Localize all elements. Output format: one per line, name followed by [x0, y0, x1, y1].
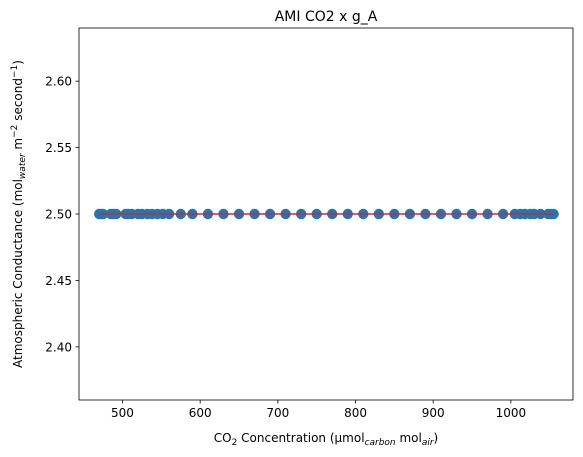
y-axis-label: Atmospheric Conductance (molwater m−2 se…: [10, 60, 28, 368]
x-tick-label: 900: [422, 406, 445, 420]
x-tick-label: 700: [266, 406, 289, 420]
x-axis: 500 600 700 800 900 1000: [111, 400, 526, 420]
x-tick-label: 500: [111, 406, 134, 420]
y-tick-label: 2.60: [45, 75, 72, 89]
y-tick-label: 2.40: [45, 340, 72, 354]
y-tick-label: 2.45: [45, 274, 72, 288]
chart-title: AMI CO2 x g_A: [275, 9, 378, 25]
y-axis: 2.40 2.45 2.50 2.55 2.60: [45, 75, 79, 354]
x-axis-label: CO2 Concentration (µmolcarbon molair): [214, 431, 438, 448]
x-tick-label: 600: [189, 406, 212, 420]
x-tick-label: 1000: [496, 406, 527, 420]
x-tick-label: 800: [344, 406, 367, 420]
y-tick-label: 2.50: [45, 208, 72, 222]
y-tick-label: 2.55: [45, 141, 72, 155]
